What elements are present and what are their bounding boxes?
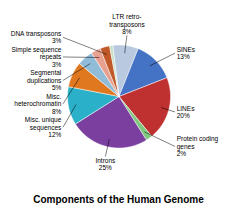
svg-text:Introns25%: Introns25%: [95, 157, 116, 171]
html-text:Components of the Human Genome: Components of the Human Genome: [33, 194, 204, 205]
svg-text:Misc.heterochromatin8%: Misc.heterochromatin8%: [14, 93, 61, 115]
svg-text:Protein codinggenes2%: Protein codinggenes2%: [177, 135, 219, 157]
svg-text:Misc. uniquesequences12%: Misc. uniquesequences12%: [25, 116, 62, 138]
svg-text:Segmentalduplications5%: Segmentalduplications5%: [27, 69, 62, 91]
svg-text:LTR retro-transposons8%: LTR retro-transposons8%: [109, 13, 145, 35]
svg-text:LINEs20%: LINEs20%: [177, 105, 195, 119]
svg-text:Simple sequencerepeats3%: Simple sequencerepeats3%: [11, 46, 62, 68]
svg-text:SINEs13%: SINEs13%: [177, 46, 196, 60]
svg-text:DNA transposons3%: DNA transposons3%: [11, 30, 62, 44]
